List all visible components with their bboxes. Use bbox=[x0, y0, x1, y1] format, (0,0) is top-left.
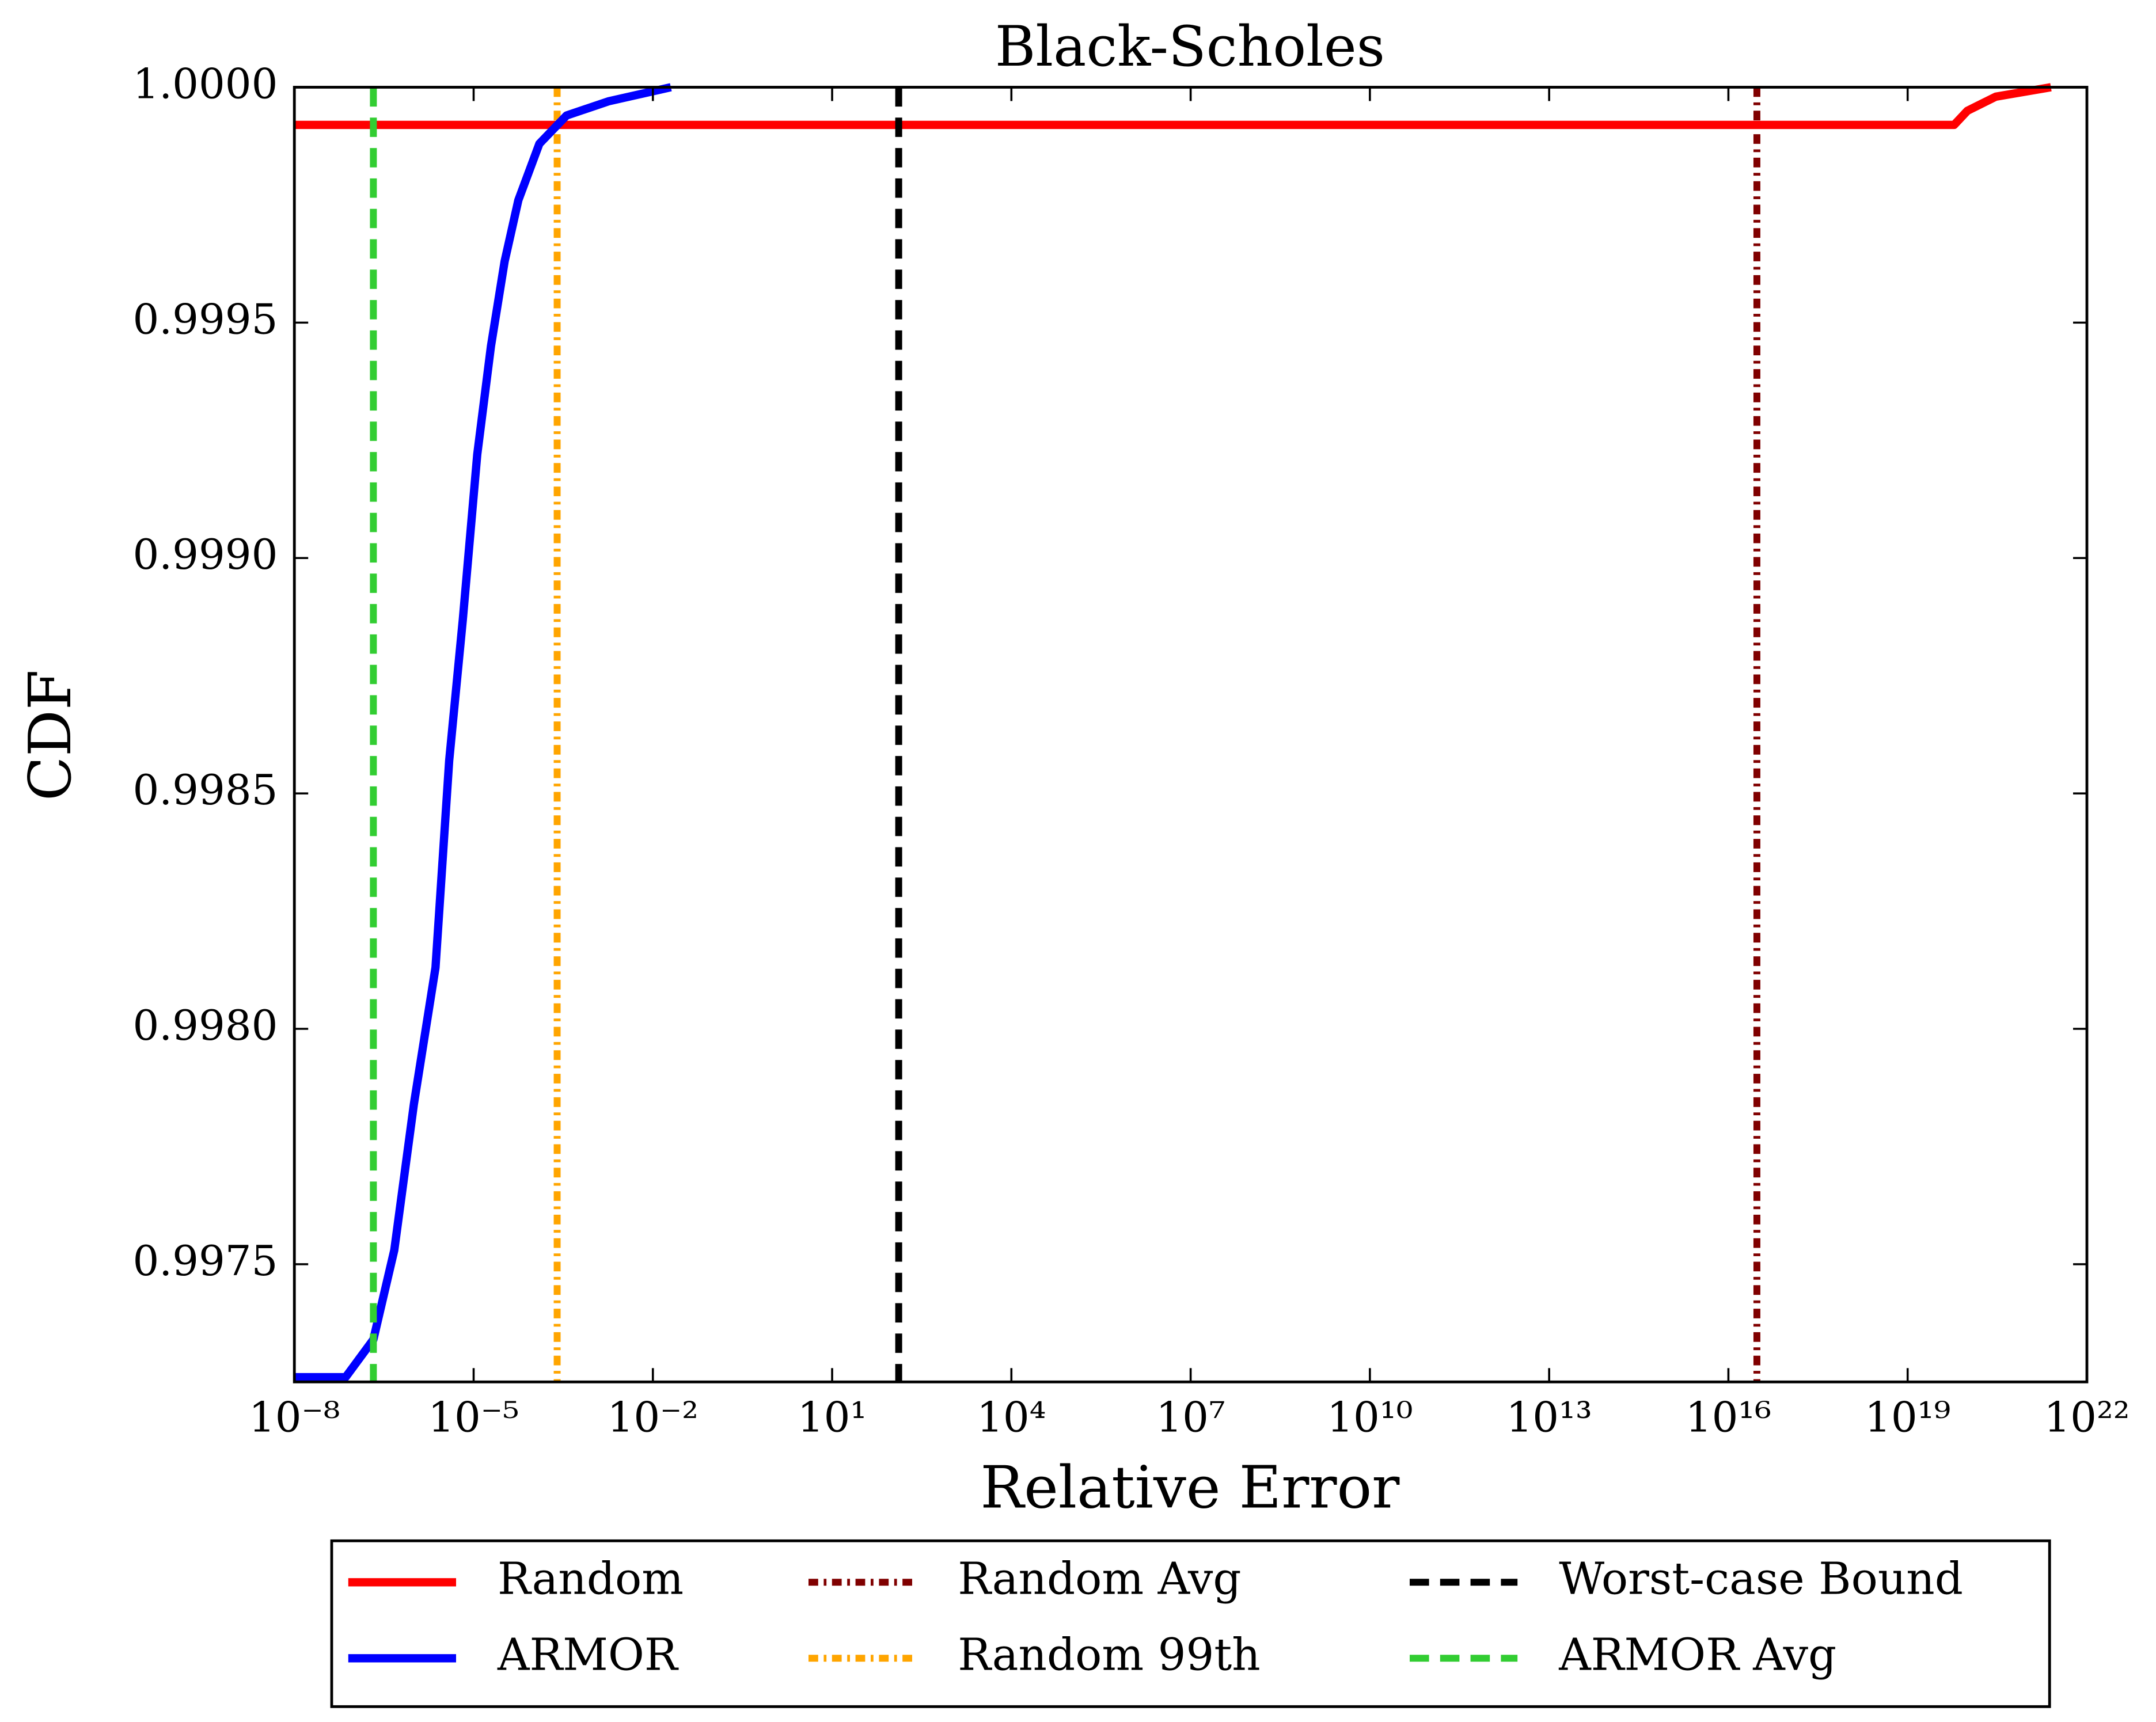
legend-label: ARMOR Avg bbox=[1558, 1629, 1836, 1681]
x-tick-label: 10¹⁶ bbox=[1686, 1393, 1771, 1442]
y-tick-label: 0.9995 bbox=[132, 295, 278, 343]
x-tick-label: 10⁻⁸ bbox=[249, 1393, 340, 1442]
x-axis-label: Relative Error bbox=[980, 1453, 1400, 1521]
data-line bbox=[294, 83, 2052, 130]
legend-label: ARMOR bbox=[497, 1629, 679, 1681]
x-tick-label: 10¹⁹ bbox=[1865, 1393, 1950, 1442]
x-tick-label: 10⁴ bbox=[977, 1393, 1046, 1442]
y-tick-label: 0.9980 bbox=[132, 1001, 278, 1050]
y-tick-label: 1.0000 bbox=[132, 60, 278, 108]
legend-label: Worst-case Bound bbox=[1559, 1553, 1963, 1605]
y-tick-label: 0.9990 bbox=[132, 530, 278, 579]
legend-label: Random 99th bbox=[958, 1629, 1261, 1681]
x-tick-label: 10¹⁰ bbox=[1327, 1393, 1413, 1442]
y-tick-label: 0.9985 bbox=[132, 766, 278, 814]
x-tick-label: 10²² bbox=[2044, 1393, 2130, 1442]
data-line bbox=[294, 83, 672, 1382]
chart-title: Black-Scholes bbox=[995, 14, 1385, 79]
y-axis-label: CDF bbox=[16, 670, 84, 801]
plot-frame bbox=[293, 86, 2089, 1383]
x-tick-label: 10⁷ bbox=[1156, 1393, 1225, 1442]
y-tick-label: 0.9975 bbox=[132, 1237, 278, 1285]
x-tick-label: 10⁻² bbox=[608, 1393, 699, 1442]
legend-label: Random Avg bbox=[958, 1553, 1241, 1605]
x-tick-label: 10¹ bbox=[798, 1393, 867, 1442]
x-tick-label: 10¹³ bbox=[1506, 1393, 1592, 1442]
legend-label: Random bbox=[498, 1553, 684, 1605]
legend-box bbox=[330, 1539, 2051, 1708]
x-tick-label: 10⁻⁵ bbox=[428, 1393, 519, 1442]
